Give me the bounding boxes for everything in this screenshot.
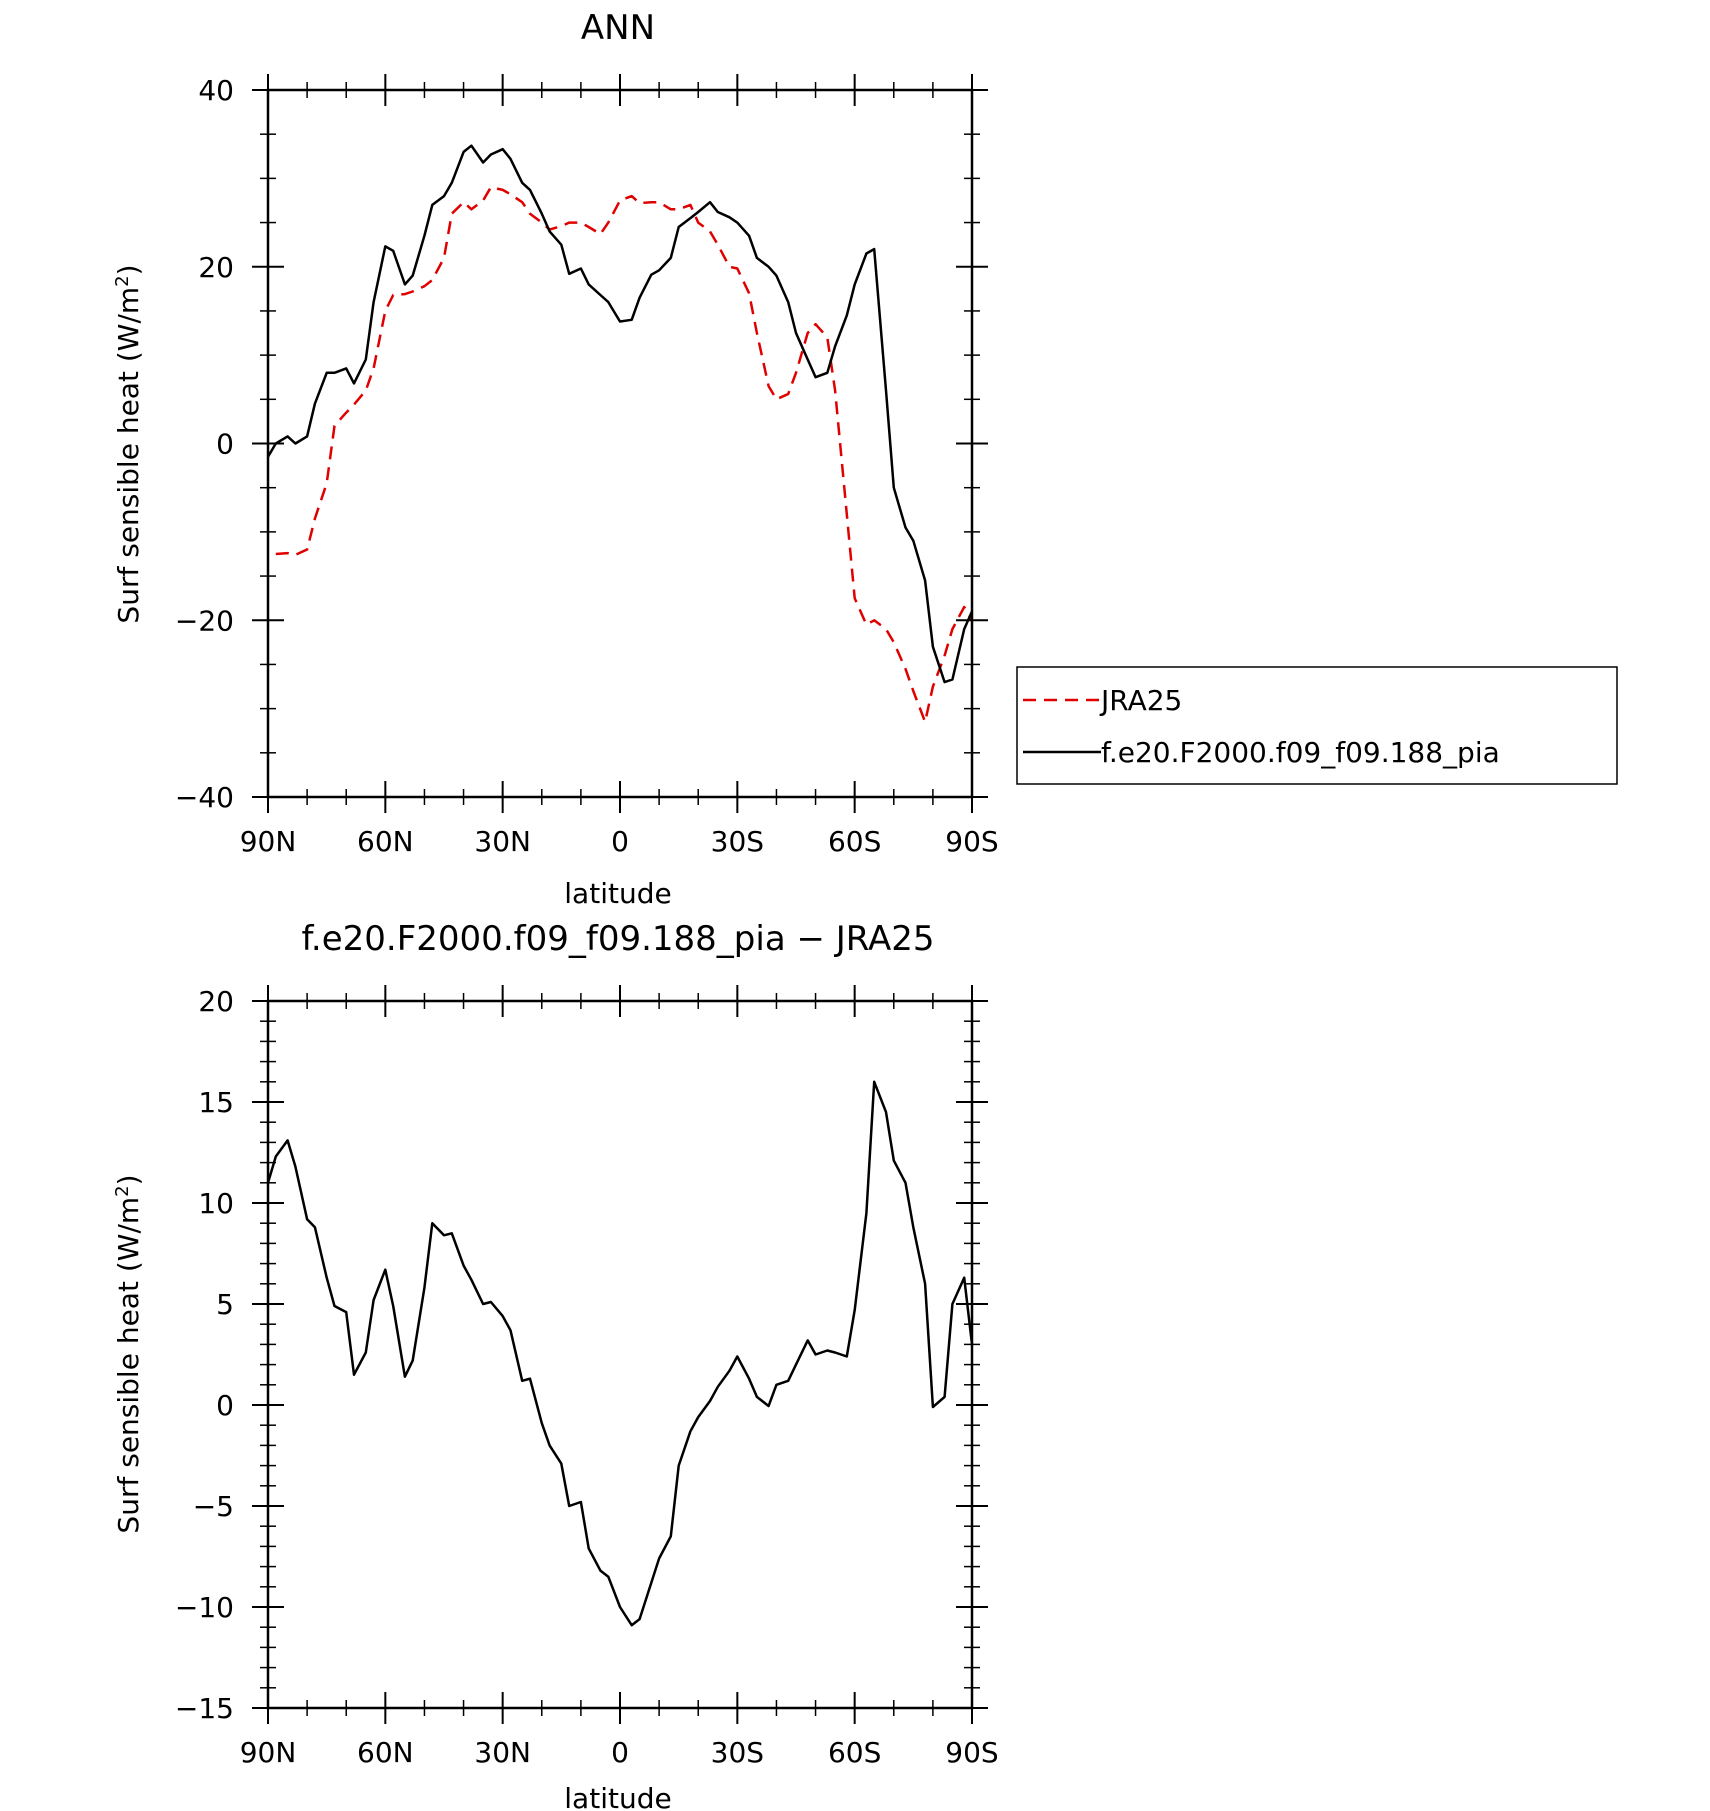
bottom-y-tick-label: −5 [193, 1490, 234, 1523]
bottom-y-axis-title: Surf sensible heat (W/m2) [112, 1174, 146, 1533]
legend: JRA25 f.e20.F2000.f09_f09.188_pia [1016, 666, 1618, 785]
top-y-tick-label: −40 [175, 781, 234, 814]
top-y-tick-label: 0 [216, 428, 234, 461]
top-tick-labels: 90N 60N 30N 0 30S 60S 90S 40 20 0 −20 −40 [175, 74, 999, 858]
top-x-axis-title: latitude [564, 877, 671, 910]
top-x-tick-label: 0 [611, 825, 629, 858]
top-series-line-jra25 [275, 185, 974, 724]
bottom-y-tick-label: −15 [175, 1692, 234, 1725]
bottom-y-tick-label: 15 [198, 1086, 234, 1119]
top-y-axis-title: Surf sensible heat (W/m2) [112, 264, 146, 623]
legend-label-jra25: JRA25 [1099, 684, 1182, 717]
bottom-x-tick-label: 60N [357, 1736, 414, 1769]
bottom-tick-labels: 90N 60N 30N 0 30S 60S 90S 20 15 10 5 0 −5 −10 −15 [175, 985, 999, 1769]
top-x-tick-label: 90S [945, 825, 998, 858]
bottom-x-tick-label: 0 [611, 1736, 629, 1769]
top-series-group [266, 144, 974, 724]
top-series-line-f-e20-f2000-f09-f09-188-pia [266, 144, 974, 684]
top-x-tick-label: 30N [474, 825, 531, 858]
top-y-tick-label: 20 [198, 251, 234, 284]
top-x-tick-label: 90N [240, 825, 297, 858]
bottom-y-tick-label: 0 [216, 1389, 234, 1422]
bottom-tick-marks [252, 985, 988, 1724]
top-plot-frame [266, 88, 974, 799]
top-x-tick-label: 60S [828, 825, 881, 858]
top-x-tick-label: 30S [711, 825, 764, 858]
bottom-y-tick-label: 5 [216, 1288, 234, 1321]
bottom-y-tick-label: 10 [198, 1187, 234, 1220]
top-panel: ANN Surf sensible heat (W/m2) latitude 9… [112, 8, 1618, 910]
bottom-y-tick-label: 20 [198, 985, 234, 1018]
top-tick-marks [252, 74, 988, 813]
bottom-x-tick-label: 60S [828, 1736, 881, 1769]
top-y-tick-label: 40 [198, 74, 234, 107]
legend-box [1016, 666, 1618, 785]
bottom-plot-frame [266, 999, 974, 1710]
bottom-x-tick-label: 90N [240, 1736, 297, 1769]
top-chart-title: ANN [581, 8, 655, 48]
bottom-panel: f.e20.F2000.f09_f09.188_pia − JRA25 Surf… [112, 919, 999, 1811]
bottom-x-axis-title: latitude [564, 1782, 671, 1811]
bottom-x-tick-label: 90S [945, 1736, 998, 1769]
bottom-series-line-difference [266, 1080, 974, 1627]
top-y-tick-label: −20 [175, 604, 234, 637]
bottom-x-tick-label: 30S [711, 1736, 764, 1769]
bottom-x-tick-label: 30N [474, 1736, 531, 1769]
bottom-chart-title: f.e20.F2000.f09_f09.188_pia − JRA25 [301, 919, 934, 959]
bottom-series-group [266, 1080, 974, 1627]
legend-label-model: f.e20.F2000.f09_f09.188_pia [1101, 736, 1500, 769]
bottom-y-tick-label: −10 [175, 1591, 234, 1624]
top-x-tick-label: 60N [357, 825, 414, 858]
